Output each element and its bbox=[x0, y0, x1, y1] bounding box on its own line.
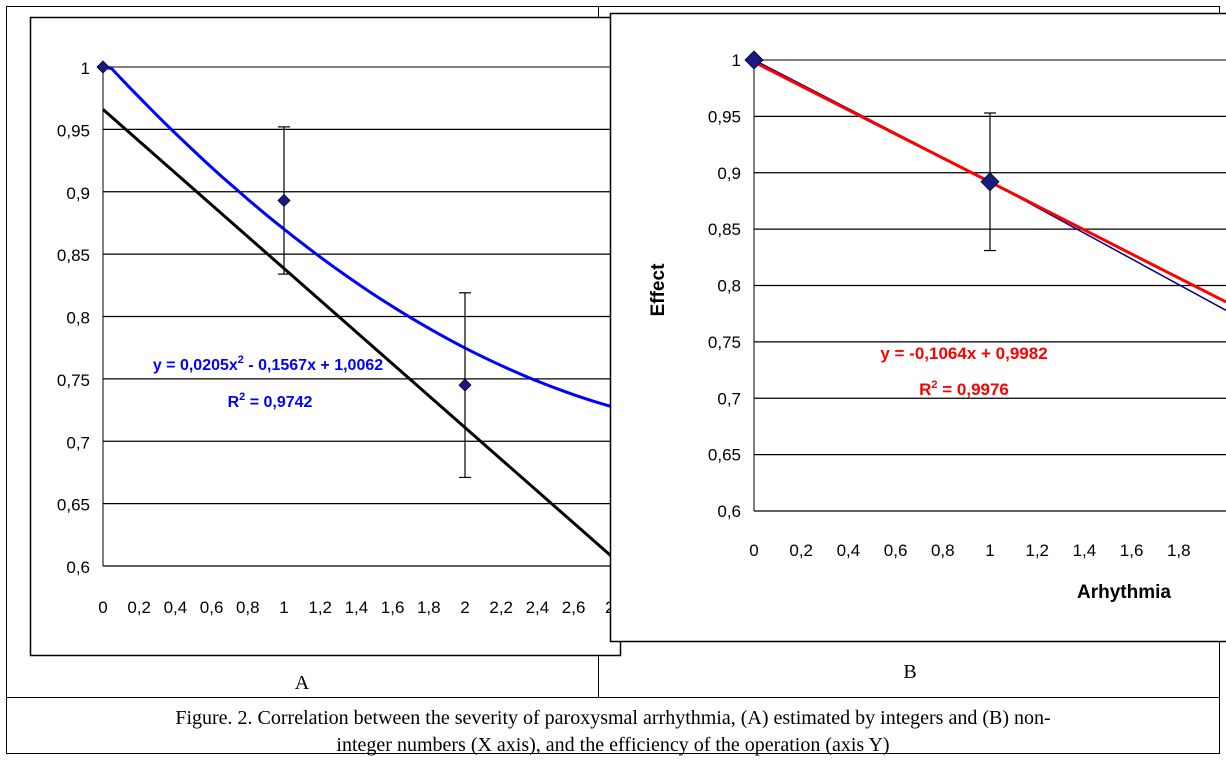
chart-a-x-tick: 2,2 bbox=[489, 598, 513, 617]
chart-b-x-tick: 1,8 bbox=[1167, 541, 1191, 560]
chart-a-points bbox=[96, 60, 472, 392]
chart-b-y-tick: 1 bbox=[732, 51, 741, 70]
chart-a-y-tick: 0,95 bbox=[57, 121, 90, 140]
chart-b-border bbox=[609, 12, 1226, 643]
chart-a-y-tick: 0,8 bbox=[66, 309, 90, 328]
chart-a-equation: y = 0,0205x2 - 0,1567x + 1,0062 bbox=[153, 354, 383, 374]
chart-a-x-tick: 0 bbox=[98, 598, 107, 617]
chart-a-polynomial-trendline bbox=[102, 65, 621, 411]
chart-a-x-tick: 2 bbox=[460, 598, 469, 617]
chart-a-x-tick: 1 bbox=[279, 598, 288, 617]
chart-a-x-tick: 2,4 bbox=[526, 598, 550, 617]
chart-b-y-tick: 0,65 bbox=[708, 446, 741, 465]
chart-a-linear-trendline bbox=[102, 108, 621, 565]
chart-b-y-tick: 0,6 bbox=[717, 502, 741, 521]
chart-a-y-tick: 0,75 bbox=[57, 371, 90, 390]
chart-b-y-tick: 0,75 bbox=[708, 333, 741, 352]
caption-line-2: integer numbers (X axis), and the effici… bbox=[336, 734, 890, 756]
chart-a-r-squared: R2 = 0,9742 bbox=[228, 391, 313, 411]
chart-b-points bbox=[744, 50, 1000, 192]
chart-a-trendlines bbox=[102, 65, 621, 565]
chart-b-x-tick: 1 bbox=[985, 541, 994, 560]
chart-b-x-tick: 1,6 bbox=[1120, 541, 1144, 560]
chart-a-x-tick: 1,2 bbox=[308, 598, 332, 617]
chart-b-y-tick: 0,85 bbox=[708, 220, 741, 239]
chart-b-data-point bbox=[744, 50, 764, 70]
chart-b-y-tick: 0,8 bbox=[717, 277, 741, 296]
chart-a-y-tick: 0,65 bbox=[57, 496, 90, 515]
chart-a-data-point bbox=[277, 193, 291, 208]
chart-b-x-tick: 0,6 bbox=[884, 541, 908, 560]
chart-a-x-tick: 0,6 bbox=[200, 598, 224, 617]
chart-b-y-tick: 0,9 bbox=[717, 164, 741, 183]
chart-b-r-squared: R2 = 0,9976 bbox=[919, 379, 1009, 399]
chart-a-data-point bbox=[96, 60, 110, 74]
chart-a-x-tick: 0,4 bbox=[164, 598, 188, 617]
chart-a-x-tick: 1,8 bbox=[417, 598, 441, 617]
chart-a-data-point bbox=[458, 378, 472, 392]
chart-b-x-tick: 1,2 bbox=[1025, 541, 1049, 560]
chart-a-border bbox=[29, 16, 622, 657]
chart-b-x-tick: 0 bbox=[749, 541, 758, 560]
panel-b-label: B bbox=[903, 661, 916, 683]
chart-a-x-tick: 1,4 bbox=[345, 598, 369, 617]
chart-a-y-tick: 0,6 bbox=[66, 558, 90, 577]
chart-a-x-tick: 1,6 bbox=[381, 598, 405, 617]
chart-b-x-tick: 1,4 bbox=[1073, 541, 1097, 560]
chart-a-x-tick-labels: 00,20,40,60,811,21,41,61,822,22,42,62 bbox=[98, 598, 614, 617]
chart-b-x-tick: 0,4 bbox=[837, 541, 861, 560]
panel-a-label: A bbox=[295, 672, 310, 694]
chart-b-data-point bbox=[980, 172, 1000, 192]
chart-b-equation: y = -0,1064x + 0,9982 bbox=[880, 344, 1047, 363]
chart-b-y-axis-title: Effect bbox=[648, 263, 669, 316]
chart-a-x-tick: 2,6 bbox=[562, 598, 586, 617]
chart-b-y-tick: 0,7 bbox=[717, 389, 741, 408]
chart-b-y-tick: 0,95 bbox=[708, 107, 741, 126]
chart-b-x-tick: 0,8 bbox=[931, 541, 955, 560]
caption-line-1: Figure. 2. Correlation between the sever… bbox=[175, 707, 1051, 729]
chart-a-y-tick-labels: 1 0,95 0,9 0,85 0,8 0,75 0,7 0,65 0,6 bbox=[57, 59, 90, 577]
chart-b-x-tick: 0,2 bbox=[789, 541, 813, 560]
figure-caption: Figure. 2. Correlation between the sever… bbox=[6, 705, 1220, 759]
chart-a-y-tick: 1 bbox=[81, 59, 90, 78]
chart-b-x-tick-labels: 0 0,2 0,4 0,6 0,8 1 1,2 1,4 1,6 1,8 bbox=[749, 541, 1190, 560]
chart-b-y-tick-labels: 1 0,95 0,9 0,85 0,8 0,75 0,7 0,65 0,6 bbox=[708, 51, 741, 521]
chart-a-x-tick: 0,8 bbox=[236, 598, 260, 617]
chart-a-y-tick: 0,9 bbox=[66, 184, 90, 203]
chart-b-x-axis-title: Arhythmia bbox=[1077, 582, 1171, 603]
chart-a-x-tick: 0,2 bbox=[127, 598, 151, 617]
chart-a-y-tick: 0,85 bbox=[57, 246, 90, 265]
chart-a-y-tick: 0,7 bbox=[66, 433, 90, 452]
